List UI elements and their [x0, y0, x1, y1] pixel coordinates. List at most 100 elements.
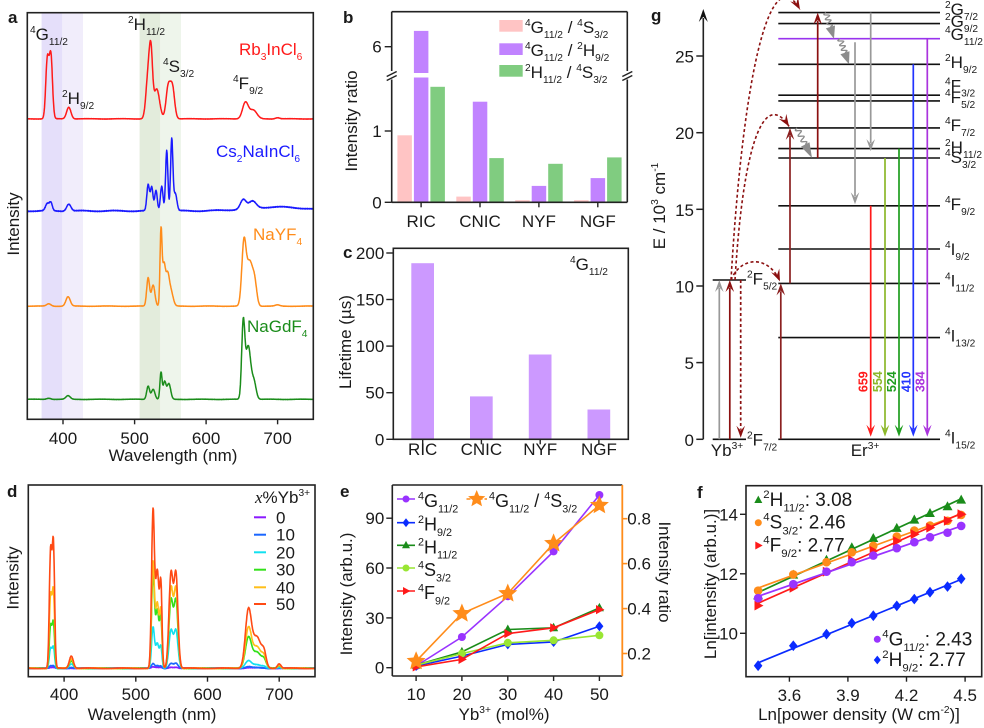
legend-label: 4F9/2 [418, 582, 450, 607]
peak-label-part: F [239, 74, 249, 93]
legend-label: 4G11/2 / 4S3/2 [489, 490, 577, 515]
category-label: CNIC [461, 440, 503, 459]
bar [411, 263, 434, 440]
yb-level-label-part: 7/2 [763, 443, 777, 454]
energy-transfer-curve [730, 0, 801, 281]
peak-label: 2H11/2 [128, 15, 165, 38]
legend-label-part: / [563, 41, 577, 60]
legend-label-part: G [424, 491, 438, 511]
er-level-label-part: 4 [945, 195, 951, 206]
peak-label-part: G [36, 25, 49, 44]
x-tick-label: 4.5 [953, 686, 977, 705]
y-tick-label: 0 [372, 193, 381, 212]
data-point [847, 548, 857, 557]
er-level-label-part: 15/2 [955, 441, 975, 452]
legend-label-part: 4 [576, 63, 582, 74]
legend-label-part: 4 [418, 582, 424, 594]
er-level-label-part: I [951, 240, 956, 259]
data-point [753, 660, 763, 672]
peak-label-part: 11/2 [49, 37, 68, 48]
shaded-band [62, 12, 83, 420]
series-label-part: NaYF [253, 225, 296, 244]
er-level-label-part: H [951, 53, 963, 72]
legend-marker [468, 490, 486, 507]
legend-label: 4G11/2: 2.43 [882, 628, 972, 654]
legend-slope-value: 2.43 [935, 629, 972, 650]
legend-label-part: 11/2 [544, 30, 563, 41]
right-y-tick-label: 0.2 [627, 645, 651, 664]
x-axis-label-part: )] [950, 705, 960, 724]
legend-slope-value: 2.77 [808, 536, 845, 557]
y-axis-label-part: E / 10 [650, 205, 669, 249]
shaded-band [139, 12, 161, 420]
data-point [452, 603, 472, 622]
bar [489, 158, 504, 203]
legend-label: 2H9/2 [418, 514, 452, 539]
bar-lower-segment [413, 77, 429, 203]
er-level-label: 4I9/2 [945, 240, 970, 263]
legend-label-part: 4 [418, 490, 424, 502]
legend-label: 2H11/2: 3.08 [763, 489, 852, 515]
yb-level-label: 2F7/2 [747, 430, 778, 453]
data-point [822, 628, 831, 640]
bar [590, 178, 606, 203]
x-axis-label: Yb3+ (mol%) [459, 705, 550, 724]
legend-marker [403, 587, 411, 595]
er-level-label: 4I11/2 [945, 271, 975, 294]
y-axis-label: Intensity ratio [342, 70, 361, 171]
energy-transfer-curve [730, 261, 781, 282]
y-tick-label: 14 [719, 505, 738, 524]
x-tick-label: 20 [452, 685, 471, 704]
y-tick-label: 0 [375, 430, 384, 449]
er-level-label-part: F [951, 195, 961, 214]
data-point [503, 638, 512, 647]
axis-break-mark [621, 74, 633, 82]
x-tick-label: 400 [50, 685, 78, 704]
x-tick-label: 600 [193, 685, 221, 704]
data-point [943, 528, 952, 537]
er-level-label-part: F [951, 116, 961, 135]
legend-label-part: 2 [882, 649, 888, 661]
data-point [909, 514, 920, 524]
y-tick-label: 50 [365, 384, 384, 403]
er-level-label: 2H11/2 [945, 138, 982, 161]
ion-label-er-part: Er [851, 441, 868, 460]
emission-arrow-head-icon [909, 424, 918, 437]
legend-swatch [499, 20, 523, 32]
legend-label-part: 2 [418, 514, 424, 526]
panel-letter: c [343, 243, 352, 262]
data-point [892, 543, 902, 553]
legend-label-part: 9/2 [595, 53, 609, 64]
spectrum-line [27, 137, 314, 213]
er-level-label-part: 2 [945, 138, 951, 149]
legend-separator: : [797, 536, 808, 557]
data-point [595, 621, 604, 632]
y-axis-label: E / 103 cm-1 [650, 162, 669, 249]
peak-label-part: S [169, 57, 180, 76]
legend-label-part: 2 [763, 489, 769, 501]
x-tick-label: 500 [120, 429, 148, 448]
legend-label-part: 11/2 [544, 53, 563, 64]
peak-label: 4G11/2 [30, 25, 68, 48]
legend-title-part: x [254, 488, 263, 507]
state-annotation-part: G [576, 255, 589, 274]
legend-label-part: 2 [577, 41, 583, 52]
y-tick-label: 60 [365, 559, 384, 578]
x-axis-label: Wavelength (nm) [88, 705, 217, 724]
legend-swatch [499, 43, 523, 55]
er-level-label-part: 11/2 [964, 37, 983, 48]
peak-label-part: 4 [163, 57, 169, 68]
er-level-label-part: 4 [945, 88, 951, 99]
legend-label-part: G [531, 41, 544, 60]
emission-wavelength-label: 554 [871, 371, 885, 392]
peak-label-part: H [134, 15, 146, 34]
x-tick-label: 400 [49, 429, 77, 448]
peak-label-part: 4 [233, 74, 239, 85]
series-label-part: 4 [302, 329, 308, 340]
legend-marker [755, 541, 763, 550]
bar [607, 157, 622, 203]
nonradiative-relaxation-squiggle [837, 38, 848, 54]
legend-marker [754, 495, 763, 503]
y-tick-label: 30 [365, 609, 384, 628]
legend-label-part: S [582, 63, 593, 82]
